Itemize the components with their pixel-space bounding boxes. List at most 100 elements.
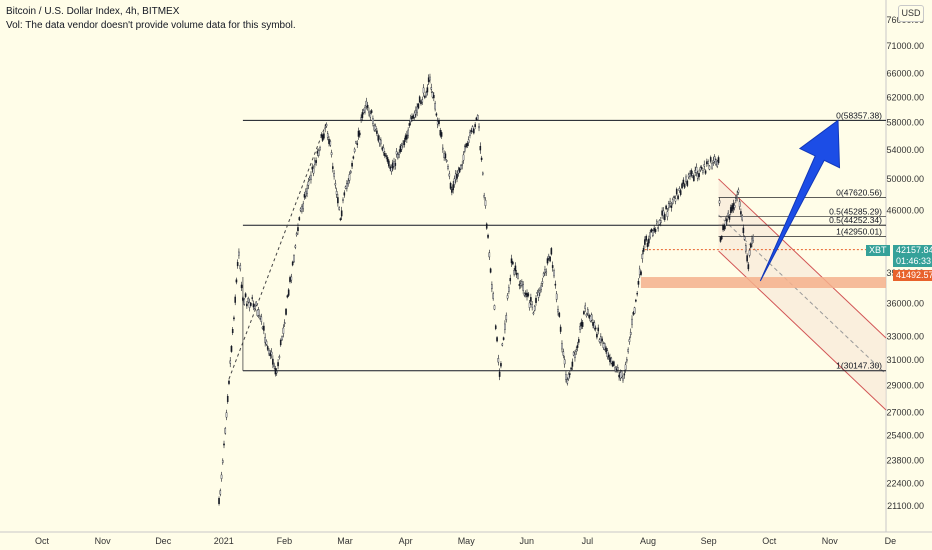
candle-body [484, 199, 487, 206]
fib-level-label: 0(58357.38) [836, 110, 882, 120]
candle-body [638, 268, 641, 276]
candle-body [493, 305, 496, 310]
price-tick-label: 25400.00 [886, 431, 924, 441]
candle-body [640, 271, 642, 275]
candle-body [483, 195, 485, 198]
candle-body [277, 362, 279, 367]
candle-body [247, 297, 250, 303]
candle-body [699, 167, 702, 171]
candle-body [380, 139, 382, 145]
candle-body [409, 117, 412, 123]
candle-body [261, 327, 264, 329]
candle-body [602, 343, 605, 349]
candle-body [577, 339, 580, 343]
candle-body [476, 115, 479, 120]
candle-body [328, 138, 330, 144]
candle-body [323, 133, 325, 139]
candle-body [613, 361, 615, 366]
candle-body [399, 145, 402, 152]
time-tick-label: Nov [822, 536, 839, 546]
candle-body [583, 311, 585, 315]
candle-body [445, 159, 448, 162]
candle-body [649, 232, 651, 238]
price-tick-label: 27000.00 [886, 408, 924, 418]
candle-body [703, 164, 706, 167]
candle-body [747, 264, 750, 270]
candle-body [665, 205, 667, 210]
candle-body [239, 265, 242, 270]
candle-body [545, 271, 548, 274]
candle-body [559, 326, 562, 332]
candle-body [356, 143, 359, 145]
candle-body [711, 163, 713, 169]
time-tick-label: Sep [701, 536, 717, 546]
candle-body [243, 298, 246, 305]
candle-body [348, 174, 351, 181]
candle-body [492, 293, 494, 299]
candle-body [707, 161, 709, 164]
candle-body [373, 125, 376, 131]
candle-body [256, 309, 259, 316]
candle-body [691, 173, 694, 176]
time-tick-label: De [885, 536, 897, 546]
candle-body [698, 173, 700, 177]
chart-title: Bitcoin / U.S. Dollar Index, 4h, BITMEX [6, 6, 180, 17]
fib-level-label: 0.5(45285.29) [829, 206, 882, 216]
countdown-tag: 01:46:33 [893, 256, 932, 267]
candle-body [257, 309, 260, 316]
candle-body [610, 357, 613, 364]
candle-body [570, 367, 572, 370]
candle-body [713, 156, 716, 162]
candle-body [282, 327, 285, 334]
candle-body [353, 148, 356, 152]
candle-body [696, 173, 699, 179]
candle-body [416, 106, 418, 113]
candle-body [312, 168, 315, 174]
candle-body [290, 276, 293, 281]
candle-body [408, 123, 411, 126]
candle-body [571, 361, 574, 367]
candle-body [242, 297, 244, 301]
candle-body [233, 317, 235, 320]
candle-body [677, 195, 679, 200]
candle-body [600, 336, 602, 343]
candle-body [590, 314, 593, 321]
candle-body [246, 303, 248, 307]
candle-body [584, 305, 586, 309]
candle-body [255, 301, 257, 306]
candle-body [702, 170, 704, 173]
candle-body [220, 474, 223, 479]
candle-body [447, 166, 449, 169]
candle-body [521, 281, 523, 286]
candle-body [349, 170, 352, 174]
candle-body [417, 103, 420, 109]
currency-button[interactable]: USD [898, 5, 924, 22]
candle-body [689, 173, 691, 177]
candle-body [671, 199, 674, 204]
candle-body [382, 147, 385, 153]
candle-body [308, 177, 311, 180]
candle-body [433, 95, 435, 99]
channel-mid-line [718, 214, 887, 375]
candle-body [496, 337, 498, 342]
candle-body [603, 343, 606, 350]
candle-body [565, 374, 567, 380]
candle-body [436, 121, 439, 125]
candle-body [460, 164, 462, 170]
candle-body [626, 359, 628, 362]
candle-body [435, 113, 438, 116]
candle-body [310, 174, 312, 181]
candle-body [723, 225, 726, 230]
candle-body [661, 210, 663, 216]
candle-body [299, 208, 302, 211]
candle-body [330, 152, 333, 155]
last-price-tag: 42157.84 [893, 245, 932, 256]
candle-body [315, 160, 317, 163]
price-tick-label: 36000.00 [886, 298, 924, 308]
candle-body [508, 287, 510, 292]
candle-body [669, 201, 671, 204]
candle-body [397, 154, 399, 159]
candle-body [622, 377, 624, 381]
candle-body [339, 218, 342, 221]
